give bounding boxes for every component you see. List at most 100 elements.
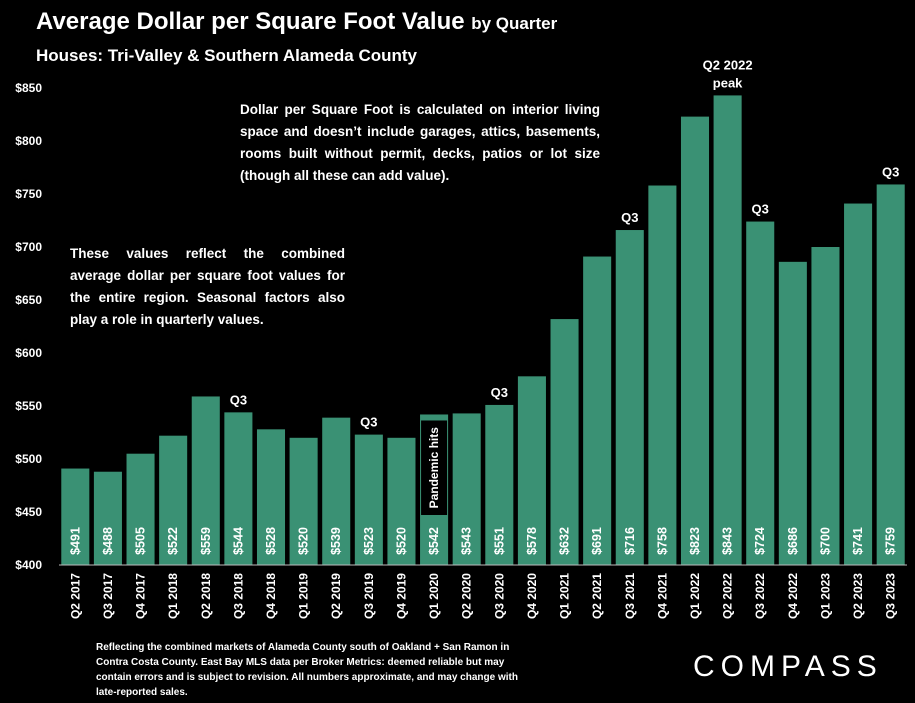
bar-annotation: Q3 xyxy=(752,202,769,217)
y-tick-label: $750 xyxy=(15,187,42,201)
data-label: $759 xyxy=(884,527,898,555)
bar xyxy=(256,429,286,565)
bar-annotation: Q3 xyxy=(882,164,899,179)
bar xyxy=(61,468,90,565)
bar xyxy=(126,453,155,565)
x-tick-label: Q1 2023 xyxy=(818,573,832,619)
bar xyxy=(550,319,579,565)
x-tick-label: Q3 2017 xyxy=(101,573,115,619)
x-tick-label: Q2 2022 xyxy=(721,573,735,619)
y-tick-label: $800 xyxy=(15,134,42,148)
data-label: $543 xyxy=(460,527,474,555)
bar xyxy=(778,261,807,565)
x-tick-label: Q3 2019 xyxy=(362,573,376,619)
x-tick-label: Q3 2020 xyxy=(492,573,506,619)
x-tick-label: Q2 2021 xyxy=(590,573,604,619)
title-suffix: by Quarter xyxy=(471,14,558,33)
x-tick-label: Q2 2018 xyxy=(199,573,213,619)
bar xyxy=(387,437,416,565)
y-tick-label: $450 xyxy=(15,505,42,519)
data-label: $843 xyxy=(721,527,735,555)
bar xyxy=(224,412,253,565)
y-tick-label: $850 xyxy=(15,81,42,95)
data-label: $522 xyxy=(166,527,180,555)
x-tick-label: Q1 2020 xyxy=(427,573,441,619)
x-tick-label: Q1 2021 xyxy=(558,573,572,619)
data-label: $741 xyxy=(851,527,865,555)
bar xyxy=(648,185,677,565)
bar xyxy=(452,413,481,565)
data-label: $559 xyxy=(199,527,213,555)
data-label: $691 xyxy=(590,527,604,555)
data-label: $491 xyxy=(68,527,82,555)
y-tick-label: $500 xyxy=(15,452,42,466)
bar-annotation: Q3 xyxy=(230,392,247,407)
data-label: $823 xyxy=(688,527,702,555)
bar xyxy=(191,396,220,565)
data-label: $758 xyxy=(655,527,669,555)
data-label: $505 xyxy=(134,527,148,555)
bar xyxy=(517,376,546,565)
x-tick-label: Q2 2019 xyxy=(329,573,343,619)
data-label: $551 xyxy=(492,527,506,555)
x-tick-label: Q4 2017 xyxy=(134,573,148,619)
bar xyxy=(680,116,710,566)
callout-text: Pandemic hits xyxy=(427,427,441,509)
bar-annotation: peak xyxy=(713,75,743,90)
callout-box xyxy=(421,420,448,515)
bar xyxy=(289,437,318,565)
data-label: $488 xyxy=(101,527,115,555)
x-tick-label: Q4 2020 xyxy=(525,573,539,619)
bar xyxy=(159,435,188,565)
chart-title: Average Dollar per Square Foot Value by … xyxy=(36,8,557,36)
bar-annotation: Q3 xyxy=(360,415,377,430)
data-label: $544 xyxy=(231,527,245,555)
x-tick-label: Q4 2021 xyxy=(655,573,669,619)
x-tick-label: Q4 2018 xyxy=(264,573,278,619)
y-tick-label: $550 xyxy=(15,399,42,413)
note-regional: These values reflect the combined averag… xyxy=(70,246,345,327)
title-main: Average Dollar per Square Foot Value xyxy=(36,8,465,35)
bar xyxy=(93,471,122,565)
data-label: $520 xyxy=(297,527,311,555)
bar-annotation: Q3 xyxy=(621,210,638,225)
bar xyxy=(485,404,514,565)
x-tick-label: Q4 2019 xyxy=(394,573,408,619)
x-tick-label: Q2 2017 xyxy=(68,573,82,619)
bar xyxy=(322,417,351,565)
y-tick-label: $400 xyxy=(15,558,42,572)
x-tick-label: Q1 2019 xyxy=(297,573,311,619)
data-label: $539 xyxy=(329,527,343,555)
data-label: $632 xyxy=(558,527,572,555)
bar xyxy=(746,221,775,565)
data-label: $686 xyxy=(786,527,800,555)
data-label: $542 xyxy=(427,527,441,555)
data-label: $523 xyxy=(362,527,376,555)
data-label: $528 xyxy=(264,527,278,555)
x-tick-label: Q3 2023 xyxy=(884,573,898,619)
data-label: $520 xyxy=(394,527,408,555)
x-tick-label: Q4 2022 xyxy=(786,573,800,619)
chart-subtitle: Houses: Tri-Valley & Southern Alameda Co… xyxy=(36,46,418,65)
bar xyxy=(615,230,644,566)
data-label: $724 xyxy=(753,527,767,555)
x-tick-label: Q3 2022 xyxy=(753,573,767,619)
bar-annotation: Q3 xyxy=(491,385,508,400)
x-tick-label: Q3 2018 xyxy=(231,573,245,619)
compass-logo: COMPASS xyxy=(693,650,883,683)
y-tick-label: $600 xyxy=(15,346,42,360)
data-label: $578 xyxy=(525,527,539,555)
y-tick-label: $650 xyxy=(15,293,42,307)
bar-annotation: Q2 2022 xyxy=(703,57,753,72)
x-tick-label: Q2 2023 xyxy=(851,573,865,619)
bar xyxy=(876,184,905,565)
data-label: $700 xyxy=(818,527,832,555)
bar xyxy=(354,434,383,565)
x-tick-label: Q3 2021 xyxy=(623,573,637,619)
note-calculation: Dollar per Square Foot is calculated on … xyxy=(240,102,600,183)
y-tick-label: $700 xyxy=(15,240,42,254)
bar xyxy=(811,247,840,565)
data-label: $716 xyxy=(623,527,637,555)
x-tick-label: Q1 2022 xyxy=(688,573,702,619)
